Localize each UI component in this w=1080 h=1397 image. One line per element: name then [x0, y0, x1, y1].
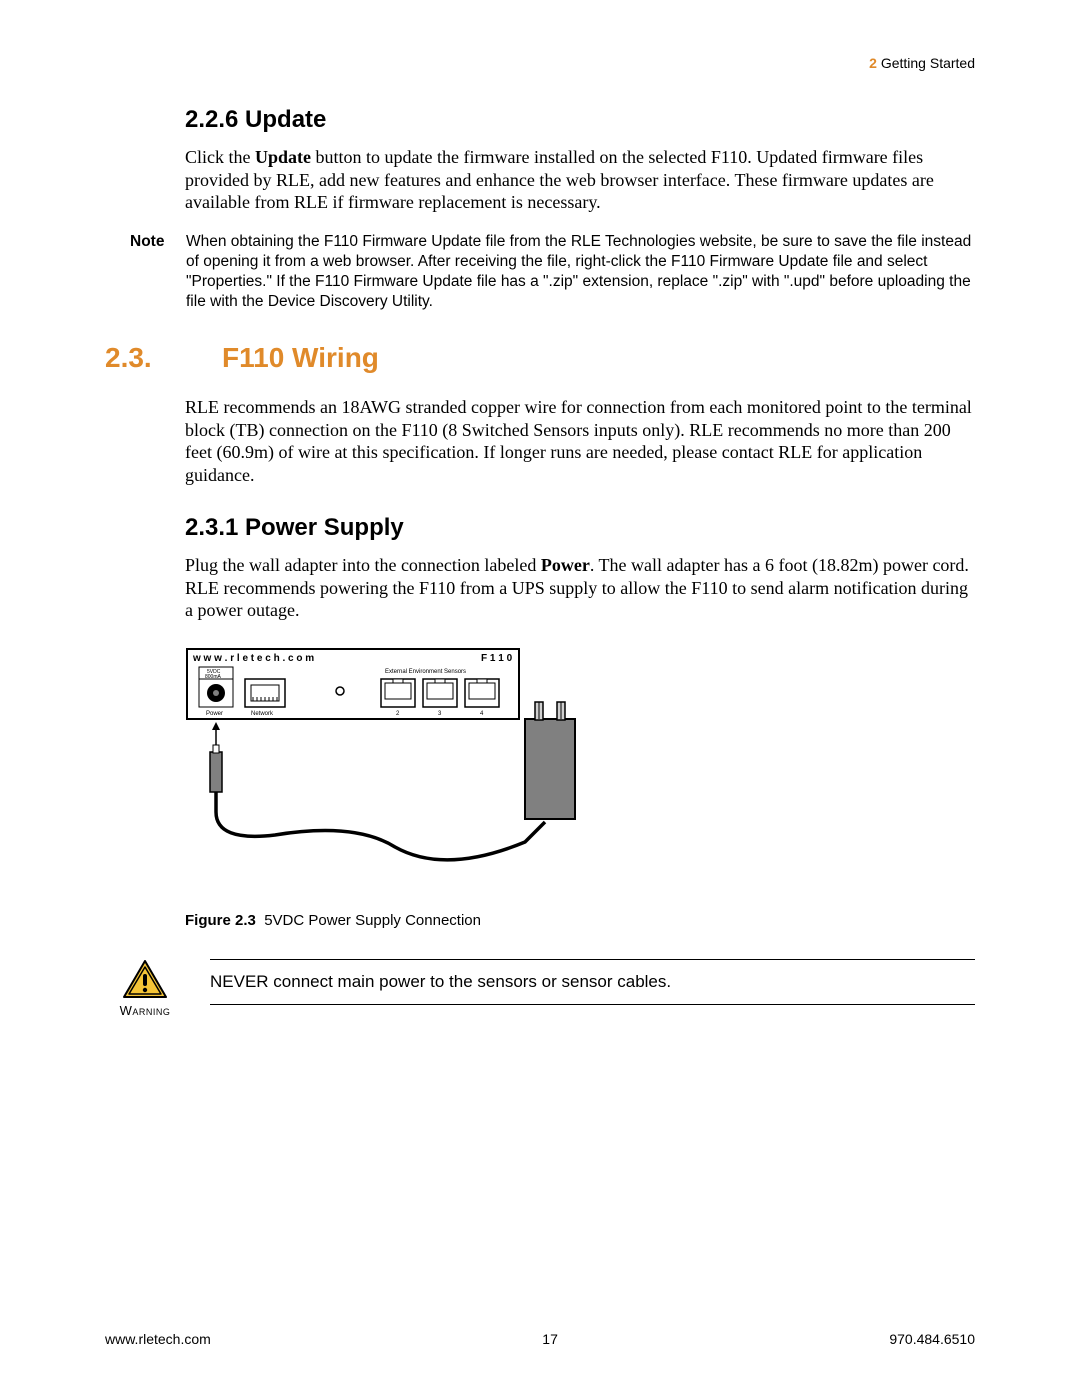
heading-226: 2.2.6 Update: [185, 106, 975, 134]
paragraph-231: Plug the wall adapter into the connectio…: [185, 554, 975, 622]
chapter-title: Getting Started: [881, 55, 975, 71]
power-supply-diagram: w w w . r l e t e c h . c o m F 1 1 0 5V…: [185, 647, 605, 887]
page-content: 2.2.6 Update Click the Update button to …: [105, 106, 975, 1018]
page-footer: www.rletech.com 17 970.484.6510: [105, 1331, 975, 1347]
divider: [210, 1004, 975, 1005]
section-23-heading: 2.3. F110 Wiring: [105, 342, 975, 374]
footer-phone: 970.484.6510: [889, 1331, 975, 1347]
warning-label: Warning: [120, 1003, 171, 1018]
paragraph-226: Click the Update button to update the fi…: [185, 146, 975, 214]
warning-label-box: Warning: [105, 959, 185, 1018]
page-number: 17: [542, 1331, 558, 1347]
note-block: Note When obtaining the F110 Firmware Up…: [130, 232, 975, 313]
figure-caption: Figure 2.3 5VDC Power Supply Connection: [185, 912, 975, 929]
warning-block: Warning NEVER connect main power to the …: [105, 959, 975, 1018]
section-title: F110 Wiring: [222, 342, 379, 374]
footer-url: www.rletech.com: [105, 1331, 211, 1347]
device-model-label: F 1 1 0: [481, 653, 513, 664]
note-label: Note: [130, 232, 172, 313]
heading-231: 2.3.1 Power Supply: [185, 514, 975, 542]
svg-text:Network: Network: [251, 711, 274, 717]
section-number: 2.3.: [105, 342, 160, 374]
page-header: 2 Getting Started: [105, 55, 975, 71]
svg-text:Power: Power: [206, 711, 223, 717]
warning-text: NEVER connect main power to the sensors …: [210, 960, 975, 1004]
note-text: When obtaining the F110 Firmware Update …: [186, 232, 975, 313]
figure-23: w w w . r l e t e c h . c o m F 1 1 0 5V…: [185, 647, 975, 929]
svg-text:External Environment Sensors: External Environment Sensors: [385, 669, 466, 675]
paragraph-23: RLE recommends an 18AWG stranded copper …: [185, 396, 975, 486]
device-url-label: w w w . r l e t e c h . c o m: [192, 653, 314, 664]
warning-icon: [122, 959, 168, 999]
chapter-number: 2: [869, 55, 877, 71]
